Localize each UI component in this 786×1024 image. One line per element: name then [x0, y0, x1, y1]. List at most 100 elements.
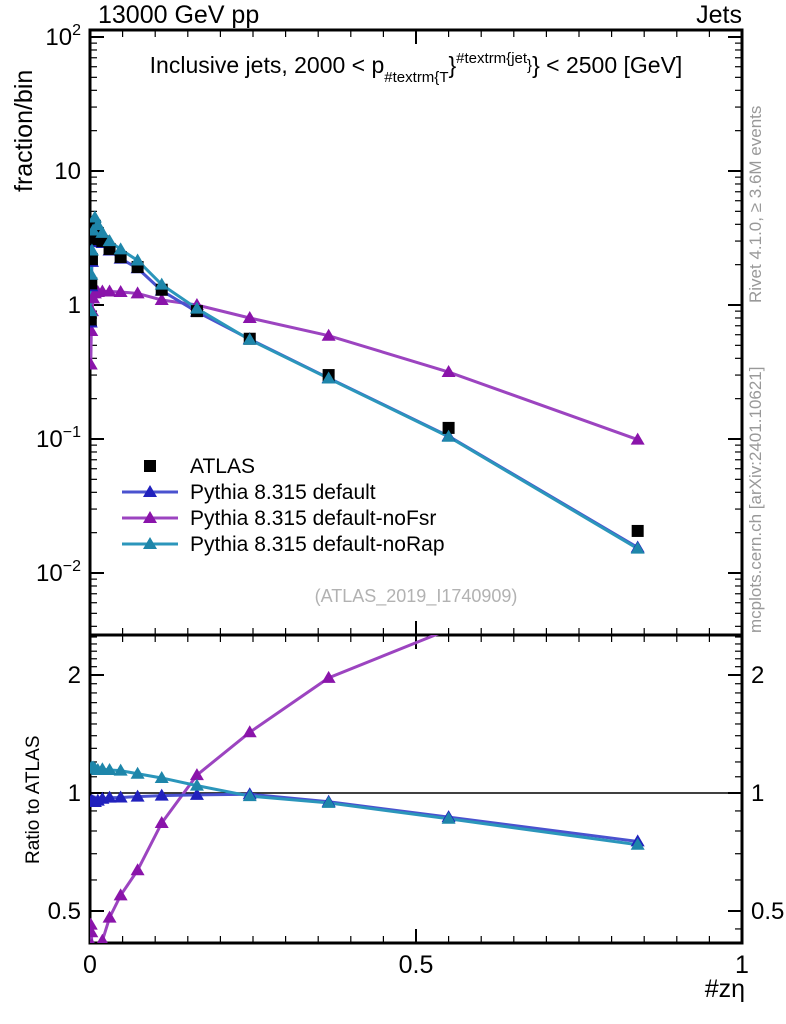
y-tick-label: 102: [45, 22, 81, 51]
y-tick-label: 10: [54, 158, 81, 185]
series-markers-pythia-8-315-default-norap-top: [90, 210, 645, 554]
x-tick-label: 1: [735, 951, 749, 979]
legend-marker-atlas: [144, 460, 156, 472]
data-point-atlas: [90, 313, 97, 326]
data-point-pythia-8-315-default-nofsr: [130, 286, 145, 299]
data-point-pythia-8-315-default-norap: [90, 243, 99, 256]
data-point-pythia-8-315-default-nofsr: [113, 285, 128, 298]
y-axis-title-ratio-panel: Ratio to ATLAS: [23, 735, 44, 865]
y-tick-label: 0.5: [48, 898, 81, 925]
tick-marks: [89, 30, 743, 943]
data-point-pythia-8-315-default-norap: [130, 766, 145, 779]
data-point-pythia-8-315-default: [130, 789, 145, 802]
legend-label-atlas: ATLAS: [190, 455, 255, 478]
data-point-pythia-8-315-default-norap: [102, 762, 117, 775]
legend-marker-pythia-8-315-default-nofsr: [143, 511, 157, 523]
beam-energy-label: 13000 GeV pp: [98, 1, 260, 29]
y-tick-label: 1: [68, 292, 81, 319]
data-point-pythia-8-315-default-nofsr: [90, 938, 95, 943]
data-point-pythia-8-315-default-norap: [154, 277, 169, 290]
data-point-pythia-8-315-default-nofsr: [90, 925, 99, 938]
data-point-pythia-8-315-default-nofsr: [441, 365, 456, 378]
y-tick-label: 10−2: [36, 558, 81, 587]
data-point-pythia-8-315-default-nofsr: [88, 984, 102, 996]
data-point-pythia-8-315-default-nofsr: [130, 863, 145, 876]
data-point-pythia-8-315-default-norap: [242, 789, 257, 802]
series-markers-pythia-8-315-default-norap-ratio: [90, 760, 645, 850]
y-tick-label: 2: [751, 662, 764, 689]
data-point-pythia-8-315-default-nofsr: [242, 725, 257, 738]
x-axis-title: #zη: [704, 975, 745, 1003]
data-point-pythia-8-315-default-norap: [90, 267, 99, 280]
x-tick-label: 0: [83, 951, 97, 979]
plot-title: Inclusive jets, 2000 < p#textrm{T}#textr…: [90, 51, 742, 85]
x-tick-label: 0.5: [399, 951, 434, 979]
data-point-pythia-8-315-default-norap: [90, 210, 102, 223]
data-point-pythia-8-315-default-nofsr: [96, 933, 108, 943]
data-point-pythia-8-315-default-norap: [630, 541, 645, 554]
legend-marker-pythia-8-315-default: [143, 485, 157, 497]
data-point-pythia-8-315-default-nofsr: [90, 357, 98, 370]
data-point-pythia-8-315-default-nofsr: [321, 328, 336, 341]
legend-label-pythia-8-315-default-nofsr: Pythia 8.315 default-noFsr: [190, 507, 436, 530]
legend-label-pythia-8-315-default-norap: Pythia 8.315 default-noRap: [190, 533, 445, 556]
data-point-pythia-8-315-default-nofsr: [630, 432, 645, 445]
plot-title-suffix: < 2500 [GeV]: [539, 52, 683, 78]
data-point-pythia-8-315-default-nofsr: [154, 815, 169, 828]
plot-title-brace-end: }: [532, 52, 540, 78]
data-point-atlas: [442, 421, 455, 434]
data-point-pythia-8-315-default: [189, 787, 204, 800]
data-point-pythia-8-315-default-norap: [441, 811, 456, 824]
data-point-pythia-8-315-default: [102, 790, 117, 803]
series-markers-pythia-8-315-default-nofsr-top: [90, 284, 645, 445]
series-markers-pythia-8-315-default-nofsr-ratio: [88, 670, 336, 996]
y-tick-label: 2: [68, 662, 81, 689]
data-point-pythia-8-315-default-norap: [189, 778, 204, 791]
data-point-pythia-8-315-default-norap: [130, 253, 145, 266]
data-point-pythia-8-315-default-norap: [113, 763, 128, 776]
data-point-pythia-8-315-default-norap: [189, 301, 204, 314]
data-point-atlas: [631, 524, 644, 537]
analysis-group-label: Jets: [696, 1, 742, 29]
data-point-pythia-8-315-default-norap: [321, 371, 336, 384]
data-point-pythia-8-315-default-norap: [321, 795, 336, 808]
data-point-pythia-8-315-default: [113, 790, 128, 803]
legend-marker-pythia-8-315-default-norap: [143, 537, 157, 549]
data-point-pythia-8-315-default-norap: [95, 225, 110, 238]
legend-label-pythia-8-315-default: Pythia 8.315 default: [190, 481, 376, 504]
data-point-pythia-8-315-default-nofsr: [102, 284, 117, 297]
y-tick-label: 0.5: [751, 898, 784, 925]
data-point-pythia-8-315-default: [154, 788, 169, 801]
plot-title-prefix: Inclusive jets, 2000 < p: [149, 52, 385, 78]
y-tick-label: 1: [751, 780, 764, 807]
data-point-pythia-8-315-default-nofsr: [113, 888, 128, 901]
rivet-version-note: Rivet 4.1.0, ≥ 3.6M events: [746, 105, 765, 303]
data-point-pythia-8-315-default-norap: [102, 234, 117, 247]
data-point-pythia-8-315-default-norap: [630, 837, 645, 850]
data-point-pythia-8-315-default-norap: [242, 332, 257, 345]
plot-title-superscript: #textrm{jet: [456, 50, 528, 67]
data-point-pythia-8-315-default-norap: [154, 770, 169, 783]
data-point-pythia-8-315-default-norap: [90, 304, 98, 317]
series-line-pythia-8-315-default-nofsr-top: [90, 290, 639, 441]
legend: [122, 460, 178, 549]
analysis-id-watermark: (ATLAS_2019_I1740909): [314, 586, 518, 606]
data-point-pythia-8-315-default-nofsr: [189, 768, 204, 781]
data-point-pythia-8-315-default-nofsr: [321, 670, 336, 683]
y-tick-label: 10−1: [36, 424, 81, 453]
mcplots-arxiv-note: mcplots.cern.ch [arXiv:2401.10621]: [746, 366, 765, 633]
plot-title-superscript-brace: }: [527, 57, 533, 74]
data-point-pythia-8-315-default-norap: [90, 218, 105, 231]
data-point-pythia-8-315-default-norap: [113, 242, 128, 255]
data-point-pythia-8-315-default-nofsr: [242, 310, 257, 323]
data-point-atlas: [90, 277, 98, 290]
series-line-pythia-8-315-default-nofsr-ratio: [90, 635, 440, 943]
data-point-atlas: [90, 233, 100, 246]
data-point-atlas: [90, 253, 98, 266]
data-point-pythia-8-315-default-norap: [441, 429, 456, 442]
data-point-pythia-8-315-default-nofsr: [154, 292, 169, 305]
y-axis-title-top-panel: fraction/bin: [10, 69, 38, 192]
data-point-pythia-8-315-default-nofsr: [102, 910, 117, 923]
